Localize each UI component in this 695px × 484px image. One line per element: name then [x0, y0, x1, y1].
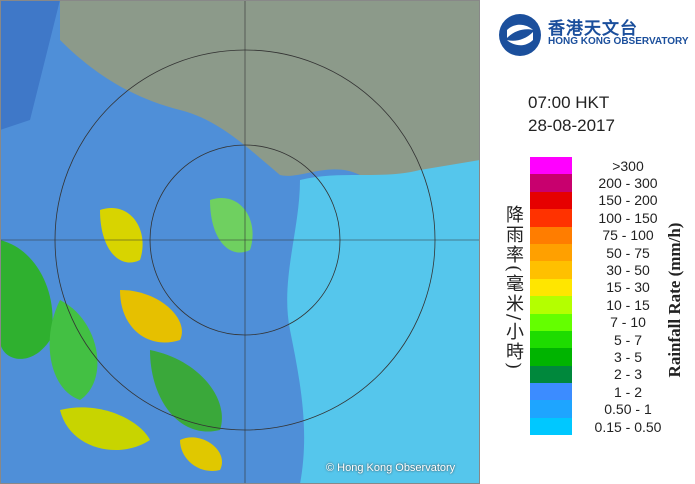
legend-row: 15 - 30 [530, 278, 684, 297]
legend-swatch [530, 261, 572, 279]
logo-icon [499, 14, 541, 56]
legend-swatch [530, 383, 572, 401]
legend-row: 50 - 75 [530, 243, 684, 262]
legend-row: 0.15 - 0.50 [530, 417, 684, 436]
legend-row: 2 - 3 [530, 365, 684, 384]
legend-swatch [530, 417, 572, 436]
legend-row: 7 - 10 [530, 313, 684, 331]
legend-row: 150 - 200 [530, 191, 684, 210]
legend-row: 5 - 7 [530, 330, 684, 349]
legend-row: 0.50 - 1 [530, 400, 684, 418]
legend-swatch [530, 348, 572, 366]
legend-label: 3 - 5 [613, 348, 642, 365]
legend-swatch [530, 365, 572, 384]
legend-label: 200 - 300 [598, 175, 658, 192]
legend-label: 0.50 - 1 [604, 401, 652, 418]
legend-swatch [530, 157, 572, 175]
legend-swatch [530, 400, 572, 418]
legend-row: 75 - 100 [530, 226, 684, 244]
legend-label: 1 - 2 [613, 383, 642, 400]
legend-swatch [530, 243, 572, 262]
legend-swatch [530, 330, 572, 349]
legend-label: 50 - 75 [606, 244, 650, 261]
legend-label: >300 [612, 157, 644, 174]
legend-row: 200 - 300 [530, 174, 684, 192]
legend-row: >300 [530, 157, 684, 175]
legend-swatch [530, 278, 572, 297]
legend-row: 30 - 50 [530, 261, 684, 279]
legend: >300 200 - 300 150 - 200 100 - 150 75 - 100 5… [530, 157, 684, 436]
legend-label: 30 - 50 [606, 262, 650, 279]
copyright: © Hong Kong Observatory [326, 462, 456, 474]
legend-swatch [530, 174, 572, 192]
legend-label: 75 - 100 [602, 227, 654, 244]
legend-swatch [530, 191, 572, 210]
time: 07:00 HKT [528, 93, 610, 112]
logo-english: HONG KONG OBSERVATORY [548, 36, 689, 47]
legend-swatch [530, 209, 572, 227]
legend-label: 7 - 10 [610, 314, 646, 331]
legend-label: 100 - 150 [598, 209, 658, 226]
radar-map [0, 0, 480, 484]
legend-label: 5 - 7 [613, 331, 642, 348]
legend-label: 0.15 - 0.50 [594, 418, 662, 435]
legend-swatch [530, 313, 572, 331]
legend-swatch [530, 296, 572, 314]
legend-row: 100 - 150 [530, 209, 684, 227]
logo-chinese: 香港天文台 [548, 19, 638, 39]
legend-swatch [530, 226, 572, 244]
date: 28-08-2017 [528, 116, 615, 135]
legend-row: 3 - 5 [530, 348, 684, 366]
legend-row: 10 - 15 [530, 296, 684, 314]
legend-label: 2 - 3 [613, 366, 642, 383]
legend-label: 15 - 30 [606, 279, 650, 296]
legend-title-chinese: 降雨率(毫米/小時) [503, 205, 524, 372]
legend-label: 150 - 200 [598, 192, 658, 209]
legend-row: 1 - 2 [530, 383, 684, 401]
legend-label: 10 - 15 [606, 296, 650, 313]
